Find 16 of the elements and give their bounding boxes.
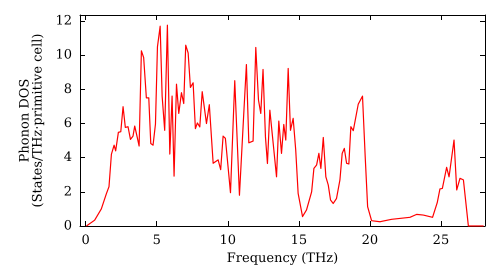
- x-tick-label: 0: [82, 233, 90, 248]
- y-tick-label: 8: [64, 82, 72, 97]
- x-tick-label: 20: [362, 233, 378, 248]
- y-tick-label: 6: [64, 116, 72, 131]
- line-series: [86, 24, 484, 227]
- y-tick-label: 4: [64, 150, 72, 166]
- y-tick-label: 0: [64, 218, 72, 234]
- x-axis-title: Frequency (THz): [226, 250, 338, 266]
- y-axis-title: Phonon DOS (States/THz·primitive cell): [18, 33, 46, 208]
- x-tick-label: 5: [152, 233, 161, 248]
- y-tick-label: 10: [55, 48, 72, 63]
- x-tick-label: 10: [220, 233, 236, 248]
- x-tick-label: 25: [432, 233, 450, 248]
- x-tick-label: 15: [290, 233, 308, 248]
- y-tick-label: 12: [55, 13, 72, 28]
- y-tick-label: 2: [64, 184, 72, 200]
